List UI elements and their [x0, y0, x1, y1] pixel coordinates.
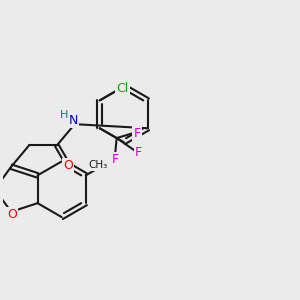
Text: O: O: [7, 208, 17, 221]
Text: F: F: [134, 127, 140, 140]
Text: CH₃: CH₃: [88, 160, 107, 170]
Text: N: N: [68, 114, 78, 127]
Text: F: F: [135, 146, 142, 159]
Text: O: O: [63, 159, 73, 172]
Text: F: F: [112, 153, 118, 166]
Text: Cl: Cl: [116, 82, 129, 95]
Text: H: H: [60, 110, 68, 120]
